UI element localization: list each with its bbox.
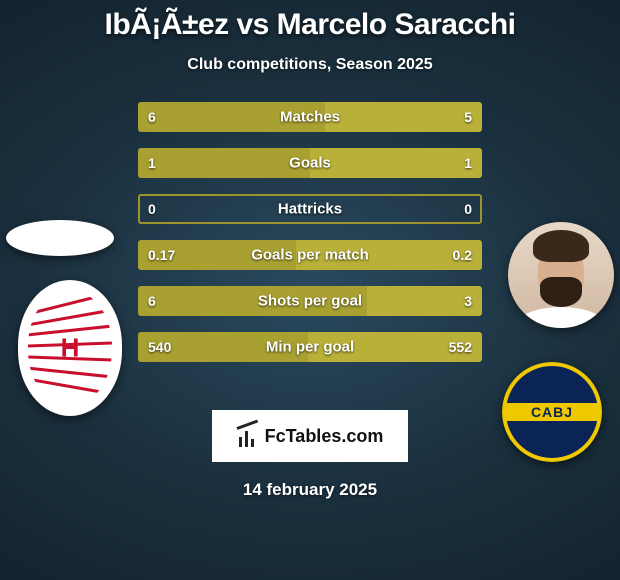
club-right-logo: CABJ (502, 362, 602, 462)
stat-value-left: 1 (148, 155, 156, 171)
stat-bar-right (325, 102, 482, 132)
stat-row: 0 0 Hattricks (138, 194, 482, 224)
stat-row: 540 552 Min per goal (138, 332, 482, 362)
season-subtitle: Club competitions, Season 2025 (0, 56, 620, 74)
stat-value-right: 5 (464, 109, 472, 125)
stat-row: 6 3 Shots per goal (138, 286, 482, 316)
fctables-branding: FcTables.com (212, 410, 408, 462)
stat-value-right: 0.2 (453, 247, 472, 263)
huracan-letter-icon: H (61, 333, 80, 364)
stat-value-right: 552 (449, 339, 472, 355)
fctables-logo-icon (237, 425, 259, 447)
stat-row: 1 1 Goals (138, 148, 482, 178)
stat-bars: 6 5 Matches 1 1 Goals 0 0 Hattricks 0.17 0.2 Goals … (138, 102, 482, 378)
face-icon (508, 222, 614, 328)
stat-label: Goals per match (251, 247, 369, 264)
stat-value-left: 540 (148, 339, 171, 355)
stat-value-left: 6 (148, 109, 156, 125)
branding-text: FcTables.com (265, 426, 384, 447)
boca-shield-icon: CABJ (502, 362, 602, 462)
stat-label: Goals (289, 155, 331, 172)
page-title: IbÃ¡Ã±ez vs Marcelo Saracchi (0, 8, 620, 42)
stat-row: 0.17 0.2 Goals per match (138, 240, 482, 270)
stat-value-left: 6 (148, 293, 156, 309)
player-right-avatar (508, 222, 614, 328)
stat-value-left: 0 (148, 201, 156, 217)
stat-label: Shots per goal (258, 293, 362, 310)
stat-label: Min per goal (266, 339, 354, 356)
stat-value-left: 0.17 (148, 247, 175, 263)
player-left-avatar (6, 220, 114, 256)
stat-value-right: 0 (464, 201, 472, 217)
club-left-logo: H (18, 280, 122, 416)
stat-label: Hattricks (278, 201, 342, 218)
stat-value-right: 3 (464, 293, 472, 309)
stat-bar-right (310, 148, 482, 178)
stat-bar-left (138, 148, 310, 178)
stat-label: Matches (280, 109, 340, 126)
stat-value-right: 1 (464, 155, 472, 171)
comparison-date: 14 february 2025 (0, 480, 620, 500)
boca-abbr: CABJ (531, 404, 573, 420)
comparison-card: IbÃ¡Ã±ez vs Marcelo Saracchi Club compet… (0, 0, 620, 580)
stats-area: H CABJ 65Matches11Goals00Hattricks0.170.… (0, 102, 620, 392)
stat-row: 6 5 Matches (138, 102, 482, 132)
